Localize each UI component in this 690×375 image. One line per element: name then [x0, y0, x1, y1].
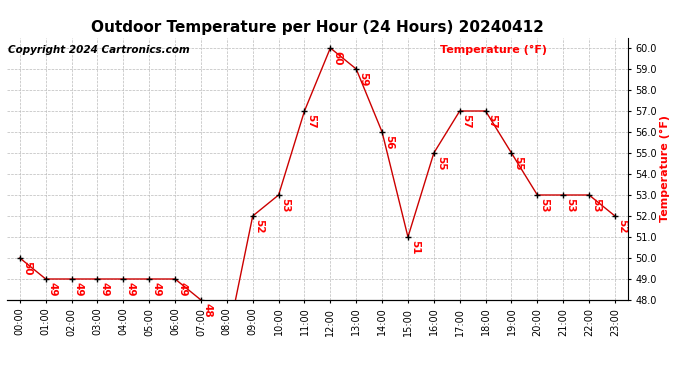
Text: 53: 53 — [540, 198, 549, 212]
Text: 49: 49 — [48, 282, 58, 296]
Text: 46: 46 — [0, 374, 1, 375]
Text: 55: 55 — [436, 156, 446, 170]
Text: 55: 55 — [513, 156, 524, 170]
Text: 59: 59 — [358, 72, 368, 86]
Text: 56: 56 — [384, 135, 394, 149]
Title: Outdoor Temperature per Hour (24 Hours) 20240412: Outdoor Temperature per Hour (24 Hours) … — [91, 20, 544, 35]
Text: 53: 53 — [281, 198, 290, 212]
Text: 49: 49 — [74, 282, 83, 296]
Text: Copyright 2024 Cartronics.com: Copyright 2024 Cartronics.com — [8, 45, 190, 56]
Text: 53: 53 — [591, 198, 601, 212]
Text: 57: 57 — [462, 114, 472, 128]
Text: 49: 49 — [99, 282, 110, 296]
Text: 57: 57 — [488, 114, 497, 128]
Text: 50: 50 — [22, 261, 32, 275]
Text: 52: 52 — [617, 219, 627, 233]
Text: 52: 52 — [255, 219, 265, 233]
Text: 57: 57 — [306, 114, 317, 128]
Text: 49: 49 — [151, 282, 161, 296]
Text: 53: 53 — [565, 198, 575, 212]
Text: 51: 51 — [410, 240, 420, 254]
Text: 60: 60 — [333, 51, 342, 65]
Y-axis label: Temperature (°F): Temperature (°F) — [660, 115, 670, 222]
Text: 49: 49 — [126, 282, 135, 296]
Text: 49: 49 — [177, 282, 187, 296]
Text: 48: 48 — [203, 303, 213, 317]
Text: Temperature (°F): Temperature (°F) — [440, 45, 547, 56]
